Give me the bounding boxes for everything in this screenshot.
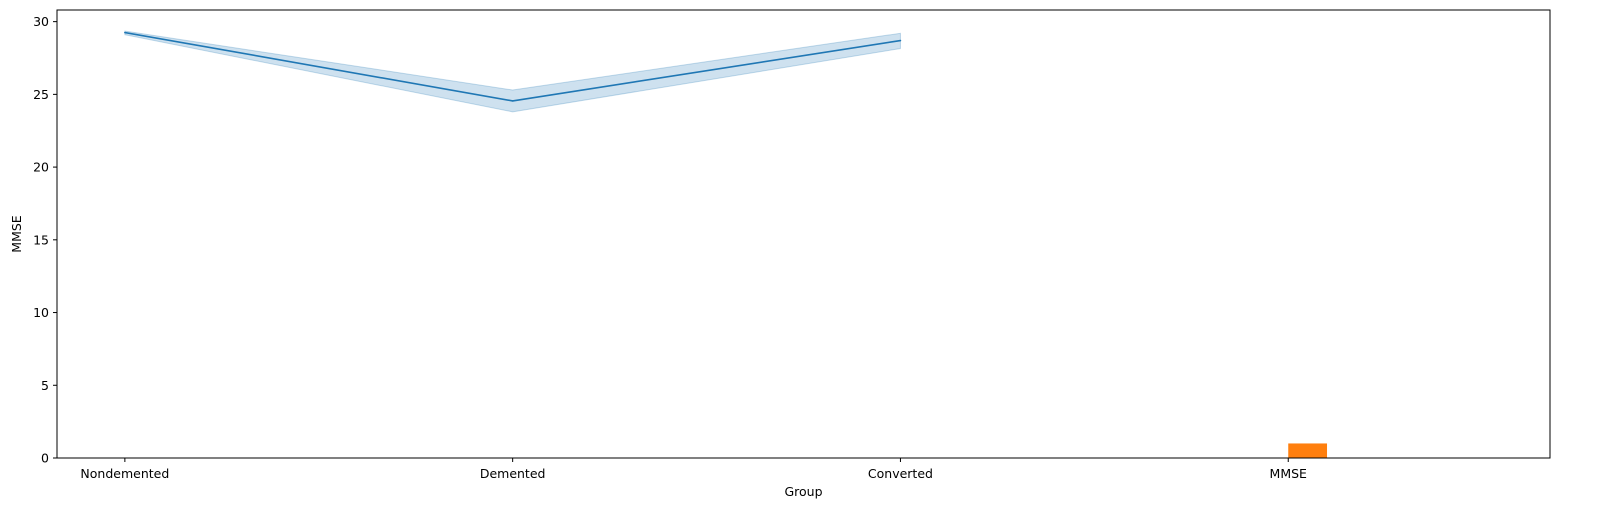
line-point <box>511 100 514 102</box>
y-tick-label: 25 <box>33 87 49 102</box>
bar <box>1288 443 1328 458</box>
y-tick-label: 20 <box>33 160 49 175</box>
x-tick-label: Nondemented <box>80 466 169 481</box>
confidence-band <box>124 30 901 113</box>
line-segment <box>124 31 513 102</box>
y-axis-label: MMSE <box>9 215 24 253</box>
y-axis: 0 5 10 15 20 25 30 <box>33 14 57 466</box>
y-tick-label: 30 <box>33 14 49 29</box>
x-tick-label: Demented <box>480 466 546 481</box>
x-tick-label: MMSE <box>1270 466 1308 481</box>
line-segment <box>512 39 901 102</box>
y-tick-label: 10 <box>33 305 49 320</box>
line-point <box>124 31 126 34</box>
x-axis-label: Group <box>784 484 822 499</box>
x-tick-label: Converted <box>868 466 933 481</box>
y-tick-label: 15 <box>33 232 49 247</box>
plot-area <box>124 30 1328 458</box>
axes-frame <box>56 9 1551 459</box>
line-point <box>899 39 902 42</box>
y-tick-label: 5 <box>41 378 49 393</box>
x-axis: Nondemented Demented Converted MMSE <box>80 458 1307 481</box>
y-tick-label: 0 <box>41 451 49 466</box>
